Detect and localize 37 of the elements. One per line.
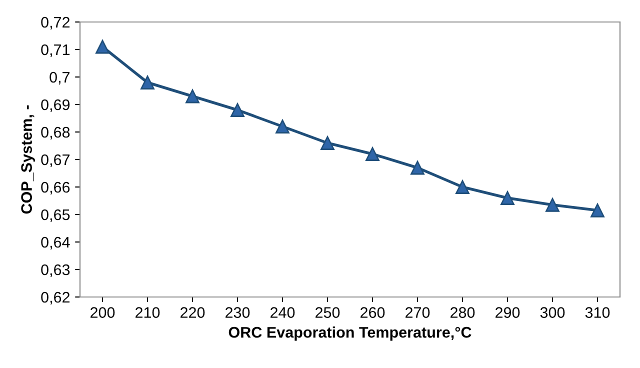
point (276, 120, 290, 134)
x-tick-label: 290 (496, 307, 520, 318)
point (140, 76, 154, 90)
y-tick-label: 0,67 (41, 154, 70, 167)
x-tick-label: 270 (406, 307, 430, 318)
x-tick-label: 250 (316, 307, 340, 318)
x-tick-label: 220 (180, 307, 205, 318)
point (320, 136, 334, 150)
x-tick-label: 300 (540, 307, 565, 318)
point (546, 198, 560, 212)
y-tick-label: 0,7 (50, 72, 70, 84)
point (96, 40, 110, 54)
point (590, 203, 604, 218)
point (410, 160, 424, 175)
point (500, 191, 514, 205)
y-tick-label: 0,72 (41, 16, 70, 30)
x-tick-label: 280 (450, 307, 475, 318)
y-tick-label: 0,66 (41, 182, 70, 194)
x-tick-label: 210 (136, 307, 160, 318)
y-axis-title: COP_System, - (21, 105, 35, 214)
point (186, 89, 200, 104)
y-tick-label: 0,65 (41, 209, 70, 222)
point (230, 103, 244, 117)
y-tick-label: 0,68 (41, 126, 70, 140)
x-axis-title: ORC Evaporation Temperature,°C (228, 326, 472, 341)
x-tick-label: 260 (360, 307, 385, 318)
x-tick-label: 200 (90, 307, 115, 318)
y-tick-label: 0,69 (41, 99, 70, 112)
x-tick-label: 240 (270, 307, 295, 318)
point (366, 147, 380, 161)
y-tick-label: 0,71 (41, 44, 70, 57)
y-tick-label: 0,64 (41, 236, 70, 250)
y-tick-label: 0,63 (41, 264, 70, 277)
point (456, 180, 470, 194)
y-tick-label: 0,62 (41, 292, 70, 304)
x-tick-label: 310 (585, 307, 610, 318)
x-tick-label: 230 (226, 307, 250, 318)
